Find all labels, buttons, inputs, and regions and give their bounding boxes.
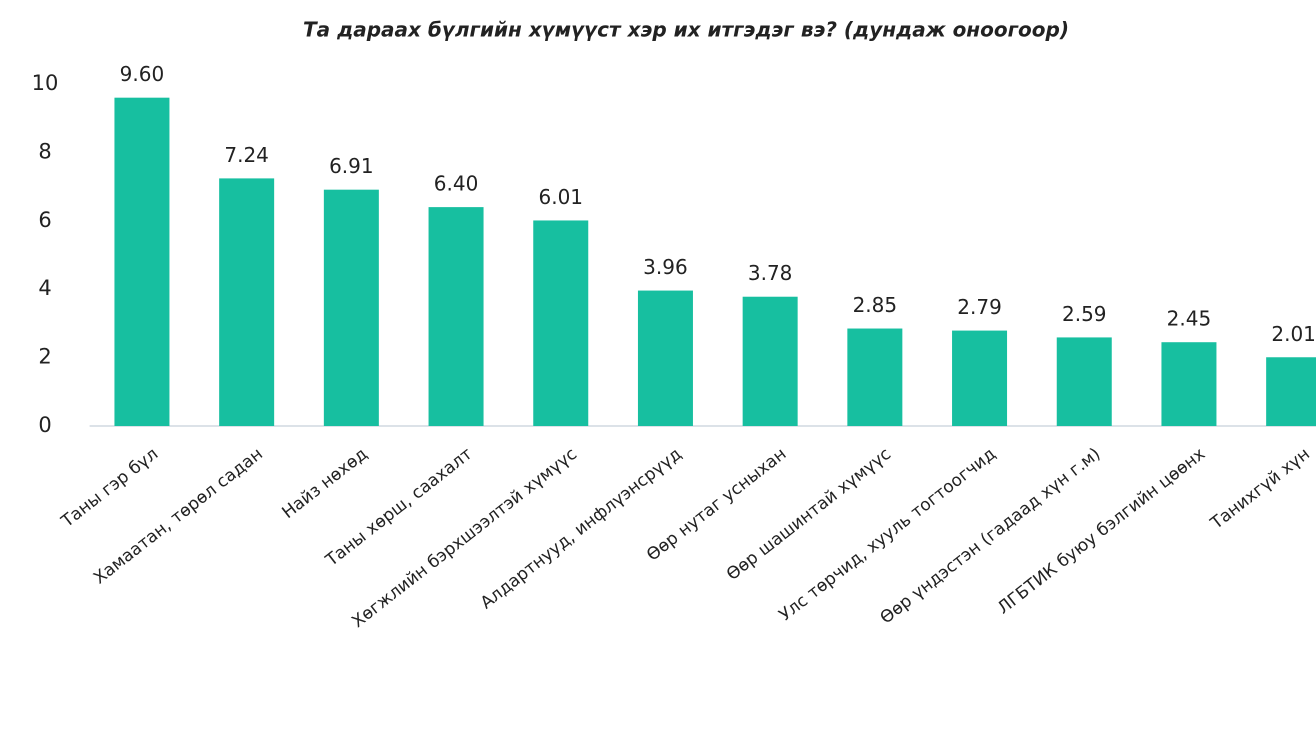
bar xyxy=(637,290,693,426)
x-tick-label: Хөгжлийн бэрхшээлтэй хүмүүс xyxy=(348,444,581,632)
value-label: 3.96 xyxy=(643,255,688,279)
value-label: 7.24 xyxy=(224,143,269,167)
y-tick-label: 0 xyxy=(38,413,51,437)
value-label: 2.45 xyxy=(1167,307,1212,331)
x-tick-label: Улс төрчид, хууль тогтоогчид xyxy=(775,444,999,625)
x-tick-label: ЛГБТИК буюу бэлгийн цөөнх xyxy=(994,444,1209,618)
bar xyxy=(1056,337,1112,426)
value-label: 9.60 xyxy=(120,62,165,86)
bar xyxy=(1161,342,1217,426)
chart-title: Та дараах бүлгийн хүмүүст хэр их итгэдэг… xyxy=(303,18,1069,42)
x-tick-label: Танихгүй хүн xyxy=(1206,444,1313,534)
y-tick-label: 2 xyxy=(38,345,51,369)
bar xyxy=(847,328,903,426)
bar xyxy=(428,207,484,426)
value-label: 6.01 xyxy=(538,185,583,209)
y-tick-label: 10 xyxy=(32,71,59,95)
bar xyxy=(323,189,379,426)
bar xyxy=(114,97,170,427)
bar xyxy=(219,178,275,426)
y-tick-label: 8 xyxy=(38,139,51,163)
x-tick-label: Таны гэр бүл xyxy=(57,444,162,532)
value-label: 2.79 xyxy=(957,295,1002,319)
x-tick-label: Өөр үндэстэн (гадаад хүн г.м) xyxy=(877,444,1105,628)
value-label: 2.85 xyxy=(853,293,898,317)
bar xyxy=(1266,357,1316,426)
value-label: 6.40 xyxy=(434,172,479,196)
value-label: 3.78 xyxy=(748,261,793,285)
bar xyxy=(533,220,589,426)
x-tick-label: Өөр шашинтай хүмүүс xyxy=(723,444,895,585)
y-tick-label: 4 xyxy=(38,276,51,300)
value-label: 6.91 xyxy=(329,154,374,178)
value-label: 2.59 xyxy=(1062,302,1107,326)
bar xyxy=(742,296,798,426)
x-tick-label: Найз нөхөд xyxy=(278,444,371,523)
x-tick-label: Алдартнууд, инфлүэнсрүүд xyxy=(477,444,686,613)
y-tick-label: 6 xyxy=(38,208,51,232)
bar xyxy=(952,330,1008,426)
value-label: 2.01 xyxy=(1271,322,1316,346)
x-tick-label: Хамаатан, төрөл садан xyxy=(90,444,267,588)
